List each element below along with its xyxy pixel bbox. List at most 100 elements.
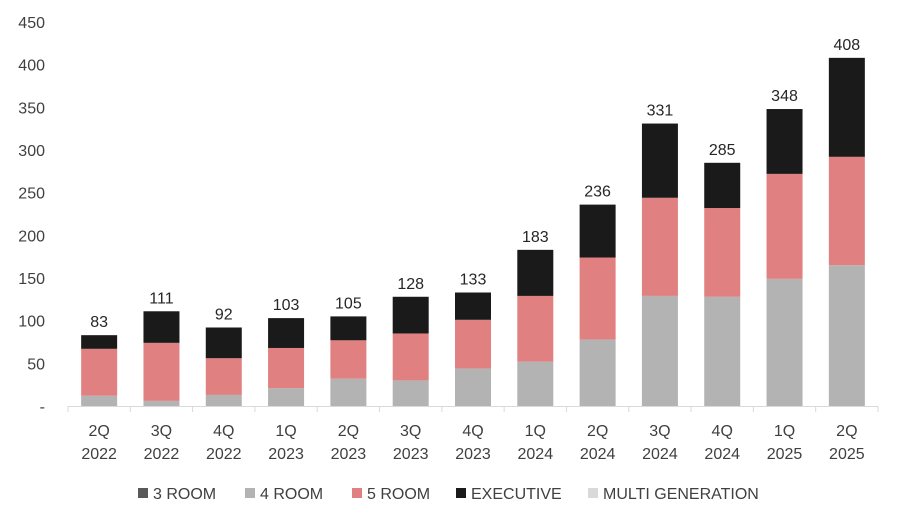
y-tick-label: 200 xyxy=(18,228,45,245)
y-tick-label: 100 xyxy=(18,314,45,331)
bar-segment xyxy=(392,380,429,406)
bar-segment xyxy=(828,265,865,406)
bar-segment xyxy=(579,257,616,340)
legend-swatch xyxy=(138,488,148,498)
bar-segment xyxy=(143,311,180,343)
y-tick-label: 350 xyxy=(18,100,45,117)
legend-label: MULTI GENERATION xyxy=(603,486,759,503)
bar-segment xyxy=(455,292,491,320)
x-tick-label-quarter: 3Q xyxy=(400,423,421,440)
y-tick-label: 450 xyxy=(18,15,45,32)
bar-segment xyxy=(392,296,429,334)
y-tick-label: - xyxy=(40,399,45,416)
total-data-label: 83 xyxy=(90,314,108,331)
total-data-label: 331 xyxy=(647,103,674,120)
bar-segment xyxy=(205,358,242,395)
x-tick-label-year: 2023 xyxy=(268,446,304,463)
x-tick-label-year: 2024 xyxy=(580,446,616,463)
legend-swatch xyxy=(245,488,255,498)
x-tick-label-year: 2025 xyxy=(829,446,865,463)
x-tick-label-quarter: 1Q xyxy=(275,423,296,440)
legend: 3 ROOM 4 ROOM 5 ROOM EXECUTIVE MULTI GENERAT… xyxy=(138,486,759,503)
x-tick-label-year: 2023 xyxy=(455,446,491,463)
legend-swatch xyxy=(456,488,466,498)
legend-item: EXECUTIVE xyxy=(456,486,562,503)
x-tick-label-quarter: 1Q xyxy=(774,423,795,440)
legend-item: 4 ROOM xyxy=(245,486,323,503)
bar-segment xyxy=(579,339,616,406)
bar-segment xyxy=(766,109,803,174)
x-tick-label-quarter: 2Q xyxy=(836,423,857,440)
legend-label: EXECUTIVE xyxy=(471,486,562,503)
bar-segment xyxy=(205,394,242,406)
total-data-label: 183 xyxy=(522,229,549,246)
bar-segment xyxy=(205,327,242,359)
bar-segment xyxy=(268,318,305,348)
x-tick-label-year: 2025 xyxy=(767,446,803,463)
bar-segment xyxy=(828,57,865,157)
bar-segment xyxy=(641,295,678,406)
bar-segment xyxy=(143,400,180,406)
bar-segment xyxy=(517,295,554,362)
x-tick-label-quarter: 2Q xyxy=(88,423,109,440)
y-tick-label: 50 xyxy=(27,356,45,373)
x-tick-label-year: 2024 xyxy=(642,446,678,463)
x-tick-label-quarter: 3Q xyxy=(649,423,670,440)
bar-segment xyxy=(828,156,865,266)
legend-item: 5 ROOM xyxy=(352,486,430,503)
legend-swatch xyxy=(352,488,362,498)
total-data-label: 128 xyxy=(397,276,424,293)
x-axis: 2Q 2022 3Q 2022 4Q 2022 1Q 2023 2Q 2023 3Q 2023 4Q 20… xyxy=(67,406,879,463)
bar-segment xyxy=(81,395,118,406)
bars xyxy=(81,57,865,406)
legend-label: 4 ROOM xyxy=(260,486,323,503)
y-tick-label: 300 xyxy=(18,143,45,160)
x-tick-label-quarter: 2Q xyxy=(338,423,359,440)
x-tick-label-year: 2024 xyxy=(704,446,740,463)
bar-segment xyxy=(455,368,491,406)
total-data-label: 92 xyxy=(215,306,233,323)
x-tick-label-quarter: 3Q xyxy=(151,423,172,440)
total-data-label: 236 xyxy=(584,184,611,201)
legend-label: 5 ROOM xyxy=(367,486,430,503)
x-tick-label-year: 2024 xyxy=(518,446,554,463)
total-data-label: 105 xyxy=(335,295,362,312)
bar-segment xyxy=(330,378,367,406)
legend-label: 3 ROOM xyxy=(153,486,216,503)
x-tick-label-quarter: 1Q xyxy=(525,423,546,440)
bar-segment xyxy=(579,204,616,258)
bar-segment xyxy=(268,388,305,406)
y-tick-label: 150 xyxy=(18,271,45,288)
bar-segment xyxy=(641,123,678,198)
total-data-label: 408 xyxy=(833,37,860,54)
legend-swatch xyxy=(588,488,598,498)
total-labels: 83 111 92 103 105 128 133 183 236 331 285 348 408 xyxy=(90,37,860,331)
bar-segment xyxy=(517,361,554,406)
total-data-label: 133 xyxy=(460,272,487,289)
x-tick-label-year: 2023 xyxy=(331,446,367,463)
bar-segment xyxy=(704,208,741,297)
y-axis: - 50 100 150 200 250 300 350 400 450 xyxy=(18,15,45,416)
bar-segment xyxy=(766,278,803,406)
x-tick-label-year: 2022 xyxy=(81,446,117,463)
bar-segment xyxy=(81,348,118,396)
bar-segment xyxy=(704,162,741,209)
bar-segment xyxy=(81,335,118,349)
x-tick-label-year: 2022 xyxy=(206,446,242,463)
bar-segment xyxy=(517,249,554,296)
bar-segment xyxy=(641,197,678,296)
x-tick-label-quarter: 2Q xyxy=(587,423,608,440)
legend-item: MULTI GENERATION xyxy=(588,486,759,503)
legend-item: 3 ROOM xyxy=(138,486,216,503)
x-tick-label-year: 2023 xyxy=(393,446,429,463)
bar-segment xyxy=(330,316,367,341)
total-data-label: 285 xyxy=(709,142,736,159)
total-data-label: 111 xyxy=(149,290,173,307)
bar-segment xyxy=(392,333,429,381)
bar-segment xyxy=(455,319,491,369)
total-data-label: 348 xyxy=(771,88,798,105)
y-tick-label: 250 xyxy=(18,186,45,203)
bar-segment xyxy=(143,342,180,401)
bar-segment xyxy=(330,340,367,379)
